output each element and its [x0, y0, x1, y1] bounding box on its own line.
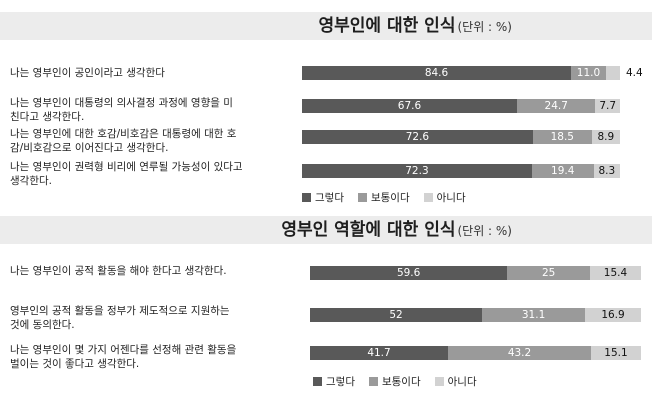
legend-label: 아니다 [447, 376, 477, 388]
bar-segment-disagree: 8.9 [591, 130, 620, 144]
data-label: 59.6 [396, 267, 421, 279]
bar-segment-agree: 84.6 [302, 66, 572, 80]
bar-segment-agree: 72.6 [302, 130, 533, 144]
chart-title-text: 영부인 역할에 대한 인식 [281, 220, 456, 240]
legend-label: 그렇다 [326, 376, 355, 388]
category-label-line: 나는 영부인이 대통령의 의사결정 과정에 영향을 미 [10, 97, 233, 109]
data-label: 15.4 [603, 267, 628, 279]
stacked-bar: 52 31.1 16.9 [310, 308, 641, 322]
category-label-line: 감/비호감으로 이어진다고 생각한다. [10, 142, 169, 154]
legend-swatch [302, 193, 311, 202]
bar-segment-disagree [605, 66, 620, 80]
legend-swatch [368, 377, 378, 386]
category-label: 나는 영부인이 공인이라고 생각한다 [10, 66, 288, 80]
category-label-line: 생각한다. [10, 175, 52, 187]
category-label-line: 벌이는 것이 좋다고 생각한다. [10, 358, 140, 370]
data-label: 8.3 [598, 165, 616, 177]
legend-swatch [434, 377, 444, 386]
chart-title: 영부인에 대한 인식 (단위 : %) [319, 12, 653, 40]
legend-swatch [313, 377, 322, 386]
legend-item: 보통이다 [368, 374, 421, 389]
chart-unit-label: (단위 : %) [457, 20, 512, 34]
category-label-line: 나는 영부인이 공인이라고 생각한다 [10, 67, 165, 79]
bar-segment-disagree: 7.7 [595, 99, 620, 113]
bar-segment-disagree: 15.1 [591, 346, 641, 360]
chart-title-band: 영부인에 대한 인식 (단위 : %) [0, 12, 652, 40]
bar-segment-neutral: 24.7 [516, 99, 596, 113]
legend-item: 아니다 [434, 374, 477, 389]
bar-segment-neutral: 31.1 [482, 308, 586, 322]
legend-label: 보통이다 [370, 192, 410, 204]
data-label: 8.9 [597, 131, 615, 143]
bar-segment-agree: 67.6 [302, 99, 517, 113]
stacked-bar: 72.6 18.5 8.9 [302, 130, 620, 144]
legend-item: 보통이다 [357, 190, 410, 205]
bar-segment-neutral: 25 [507, 266, 591, 280]
bar-segment-agree: 41.7 [310, 346, 449, 360]
data-label: 15.1 [604, 347, 628, 359]
chart-unit-label: (단위 : %) [457, 224, 512, 238]
data-label: 31.1 [521, 309, 546, 321]
chart-title-text: 영부인에 대한 인식 [318, 16, 456, 36]
data-label: 67.6 [397, 100, 422, 112]
data-label: 43.2 [507, 347, 532, 359]
data-label: 25 [541, 267, 556, 279]
legend-label: 아니다 [436, 192, 466, 204]
data-label: 72.3 [405, 165, 429, 177]
legend-label: 그렇다 [315, 192, 344, 204]
category-label-line: 것에 동의한다. [10, 319, 75, 331]
bar-segment-agree: 52 [310, 308, 483, 322]
data-label: 7.7 [599, 100, 617, 112]
chart-legend: 그렇다 보통이다 아니다 [313, 374, 491, 389]
chart-title-band: 영부인 역할에 대한 인식 (단위 : %) [0, 216, 652, 244]
category-label-line: 나는 영부인이 권력형 비리에 연루될 가능성이 있다고 [10, 161, 243, 173]
stacked-bar: 41.7 43.2 15.1 [310, 346, 641, 360]
data-label: 52 [389, 309, 403, 321]
stacked-bar: 59.6 25 15.4 [310, 266, 641, 280]
data-label: 4.4 [626, 67, 643, 79]
data-label: 18.5 [550, 131, 574, 143]
legend-swatch [423, 193, 433, 202]
data-label: 72.6 [405, 131, 430, 143]
data-label: 24.7 [544, 100, 568, 112]
category-label-line: 나는 영부인이 몇 가지 어젠다를 선정해 관련 활동을 [10, 344, 237, 356]
legend-item: 아니다 [423, 190, 466, 205]
category-label-line: 나는 영부인에 대한 호감/비호감은 대통령에 대한 호 [10, 128, 237, 140]
data-label: 19.4 [551, 165, 575, 177]
legend-item: 그렇다 [313, 374, 355, 389]
bar-segment-disagree: 15.4 [590, 266, 641, 280]
bar-segment-neutral: 43.2 [448, 346, 591, 360]
bar-segment-disagree: 8.3 [593, 164, 620, 178]
stacked-bar: 72.3 19.4 8.3 [302, 164, 620, 178]
legend-item: 그렇다 [302, 190, 344, 205]
category-label-line: 나는 영부인이 공적 활동을 해야 한다고 생각한다. [10, 265, 227, 277]
bar-segment-neutral: 11.0 [571, 66, 606, 80]
chart-legend: 그렇다 보통이다 아니다 [302, 190, 480, 205]
bar-segment-agree: 72.3 [302, 164, 532, 178]
category-label-line: 친다고 생각한다. [10, 111, 85, 123]
legend-label: 보통이다 [381, 376, 421, 388]
stacked-bar: 84.6 11.0 [302, 66, 620, 80]
bar-segment-agree: 59.6 [310, 266, 508, 280]
data-label: 84.6 [424, 67, 449, 79]
bar-segment-disagree: 16.9 [585, 308, 641, 322]
category-label-line: 영부인의 공적 활동을 정부가 제도적으로 지원하는 [10, 305, 230, 317]
data-label: 16.9 [601, 309, 625, 321]
legend-swatch [357, 193, 367, 202]
data-label: 41.7 [367, 347, 391, 359]
data-label: 11.0 [576, 67, 601, 79]
category-label: 나는 영부인이 공적 활동을 해야 한다고 생각한다. [10, 264, 296, 278]
bar-segment-neutral: 18.5 [532, 130, 592, 144]
bar-segment-neutral: 19.4 [531, 164, 594, 178]
stacked-bar: 67.6 24.7 7.7 [302, 99, 620, 113]
chart-title: 영부인 역할에 대한 인식 (단위 : %) [281, 216, 652, 244]
